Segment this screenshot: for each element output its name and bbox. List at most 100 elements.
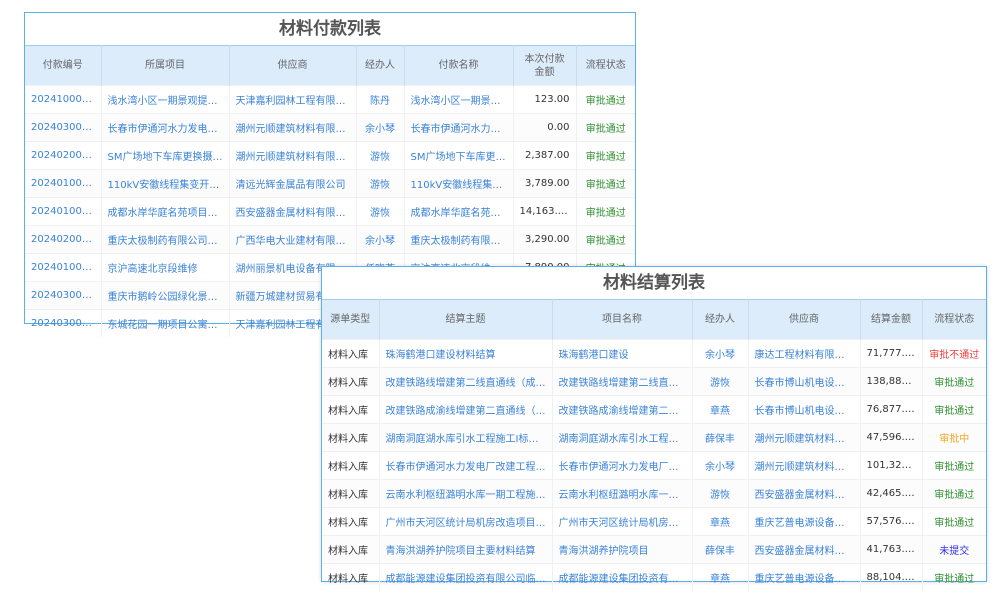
subject-link[interactable]: 湖南洞庭湖水库引水工程施工I标材料结算 [378, 423, 552, 452]
supplier-link[interactable]: 潮州元顺建筑材料有限公司 [747, 423, 860, 452]
payment-id-link[interactable]: 2024030005 [25, 281, 101, 310]
project-link[interactable]: 广州市天河区统计局机房改造项目 [551, 507, 692, 536]
subject-link[interactable]: 广州市天河区统计局机房改造项目材料结算 [378, 507, 552, 536]
col-amount[interactable]: 结算金额 [859, 299, 922, 340]
col-amount-line1: 本次付款 [524, 53, 565, 65]
payment-id-link[interactable]: 2024030006 [25, 309, 101, 337]
table-row[interactable]: 材料入库 云南水利枢纽潞明水库一期工程施工材料 云南水利枢纽潞明水库一期工程 游恢 西安… [322, 479, 986, 508]
status-badge: 审批通过 [921, 395, 986, 424]
col-payment-id[interactable]: 付款编号 [25, 45, 101, 86]
payment-id-link[interactable]: 2024010009 [25, 197, 101, 226]
col-supplier[interactable]: 供应商 [747, 299, 860, 340]
payment-name-link[interactable]: 成都水岸华庭名苑项目 [403, 197, 513, 226]
supplier-link[interactable]: 西安盛器金属材料有限公司 [228, 197, 356, 226]
source-type: 材料入库 [322, 395, 379, 424]
project-link[interactable]: 成都水岸华庭名苑项目工程 [100, 197, 229, 226]
col-status[interactable]: 流程状态 [921, 299, 986, 340]
project-link[interactable]: 京沪高速北京段维修 [100, 253, 229, 282]
handler: 游恢 [355, 197, 404, 226]
supplier-link[interactable]: 潮州元顺建筑材料有限公司 [747, 451, 860, 480]
subject-link[interactable]: 珠海鹤港口建设材料结算 [378, 339, 552, 368]
project-link[interactable]: 110kV安徽线程集变开断工程 [100, 169, 229, 198]
table-row[interactable]: 材料入库 珠海鹤港口建设材料结算 珠海鹤港口建设 余小琴 康达工程材料有限公司 71,77… [322, 339, 986, 368]
col-source-type[interactable]: 源单类型 [322, 299, 379, 340]
table-row[interactable]: 材料入库 湖南洞庭湖水库引水工程施工I标材料结算 湖南洞庭湖水库引水工程施工 薛保丰潮… [322, 423, 986, 452]
payment-id-link[interactable]: 2024010008 [25, 253, 101, 282]
subject-link[interactable]: 青海洪湖养护院项目主要材料结算 [378, 535, 552, 564]
handler: 余小琴 [691, 451, 748, 480]
col-handler[interactable]: 经办人 [355, 45, 404, 86]
table-row[interactable]: 2024020011 重庆太极制药有限公司厂房 广西华电大业建材有限公司 余小琴 重庆太… [25, 225, 635, 254]
project-link[interactable]: 改建铁路线增建第二线直通线 [551, 367, 692, 396]
handler: 游恢 [355, 169, 404, 198]
subject-link[interactable]: 改建铁路线增建第二线直通线（成都段） [378, 367, 552, 396]
project-link[interactable]: 长春市伊通河水力发电厂改建 [100, 113, 229, 142]
table-row[interactable]: 材料入库长春市伊通河水力发电厂改建工程材料结算长春市伊通河水力发电厂改建工程余小… [322, 451, 986, 480]
supplier-link[interactable]: 西安盛器金属材料有限公司 [747, 479, 860, 508]
col-handler[interactable]: 经办人 [691, 299, 748, 340]
supplier-link[interactable]: 广西华电大业建材有限公司 [228, 225, 356, 254]
project-link[interactable]: 重庆市鹅岭公园绿化景观工程 [100, 281, 229, 310]
status-badge: 审批通过 [575, 169, 635, 198]
project-link[interactable]: 浅水湾小区一期景观提升工程 [100, 85, 229, 114]
payment-id-link[interactable]: 2024030007 [25, 113, 101, 142]
table-row[interactable]: 2024010010 110kV安徽线程集变开断工程 清远光辉金属品有限公司 游恢 11… [25, 169, 635, 198]
project-link[interactable]: 重庆太极制药有限公司厂房 [100, 225, 229, 254]
supplier-link[interactable]: 潮州元顺建筑材料有限公司 [228, 141, 356, 170]
supplier-link[interactable]: 清远光辉金属品有限公司 [228, 169, 356, 198]
project-link[interactable]: 青海洪湖养护院项目 [551, 535, 692, 564]
table-row[interactable]: 材料入库改建铁路成渝线增建第二直通线（重庆段）改建铁路成渝线增建第二直通线章燕长… [322, 395, 986, 424]
supplier-link[interactable]: 潮州元顺建筑材料有限公司 [228, 113, 356, 142]
supplier-link[interactable]: 重庆艺普电源设备有限公司 [747, 563, 860, 591]
project-link[interactable]: 东城花园一期项目公寓楼工程 [100, 309, 229, 337]
project-link[interactable]: 成都能源建设集团投资有限公司 [551, 563, 692, 591]
supplier-link[interactable]: 重庆艺普电源设备有限公司 [747, 507, 860, 536]
status-badge: 未提交 [921, 535, 986, 564]
payment-name-link[interactable]: 重庆太极制药有限公司 [403, 225, 513, 254]
table-row[interactable]: 材料入库 改建铁路线增建第二线直通线（成都段） 改建铁路线增建第二线直通线 游恢 长春市… [322, 367, 986, 396]
col-project[interactable]: 所属项目 [100, 45, 229, 86]
payment-name-link[interactable]: 长春市伊通河水力发电厂 [403, 113, 513, 142]
project-link[interactable]: 云南水利枢纽潞明水库一期工程 [551, 479, 692, 508]
project-link[interactable]: 改建铁路成渝线增建第二直通线 [551, 395, 692, 424]
payment-id-link[interactable]: 2024020011 [25, 225, 101, 254]
subject-link[interactable]: 改建铁路成渝线增建第二直通线（重庆段） [378, 395, 552, 424]
source-type: 材料入库 [322, 339, 379, 368]
table-row[interactable]: 2024030007 长春市伊通河水力发电厂改建 潮州元顺建筑材料有限公司 余小琴 长春… [25, 113, 635, 142]
supplier-link[interactable]: 长春市博山机电设备有限公司 [747, 395, 860, 424]
supplier-link[interactable]: 天津嘉利园林工程有限公司 [228, 85, 356, 114]
supplier-link[interactable]: 西安盛器金属材料有限公司 [747, 535, 860, 564]
payment-name-link[interactable]: SM广场地下车库更换摄像头 [403, 141, 513, 170]
subject-link[interactable]: 长春市伊通河水力发电厂改建工程材料结算 [378, 451, 552, 480]
project-link[interactable]: 长春市伊通河水力发电厂改建工程 [551, 451, 692, 480]
col-payment-name[interactable]: 付款名称 [403, 45, 513, 86]
amount: 3,290.00 [512, 225, 576, 254]
table-row[interactable]: 2024020012 SM广场地下车库更换摄像头 潮州元顺建筑材料有限公司 游恢 SM广… [25, 141, 635, 170]
table-row[interactable]: 材料入库 成都能源建设集团投资有限公司临时工程 成都能源建设集团投资有限公司 章燕 重庆… [322, 563, 986, 591]
table-row[interactable]: 2024100001 浅水湾小区一期景观提升工程 天津嘉利园林工程有限公司 陈丹 浅水湾… [25, 85, 635, 114]
amount: 42,465.00 [859, 479, 922, 508]
handler: 章燕 [691, 563, 748, 591]
project-link[interactable]: 珠海鹤港口建设 [551, 339, 692, 368]
table-row[interactable]: 2024010009 成都水岸华庭名苑项目工程 西安盛器金属材料有限公司 游恢 成都水岸… [25, 197, 635, 226]
col-amount[interactable]: 本次付款 金额 [512, 45, 576, 86]
col-subject[interactable]: 结算主题 [378, 299, 552, 340]
payment-id-link[interactable]: 2024100001 [25, 85, 101, 114]
payment-id-link[interactable]: 2024010010 [25, 169, 101, 198]
payment-name-link[interactable]: 110kV安徽线程集变开断 [403, 169, 513, 198]
payment-name-link[interactable]: 浅水湾小区一期景观提升 [403, 85, 513, 114]
col-status[interactable]: 流程状态 [575, 45, 635, 86]
col-supplier[interactable]: 供应商 [228, 45, 356, 86]
amount: 41,763.00 [859, 535, 922, 564]
supplier-link[interactable]: 康达工程材料有限公司 [747, 339, 860, 368]
subject-link[interactable]: 成都能源建设集团投资有限公司临时工程 [378, 563, 552, 591]
project-link[interactable]: SM广场地下车库更换摄像头 [100, 141, 229, 170]
project-link[interactable]: 湖南洞庭湖水库引水工程施工 [551, 423, 692, 452]
source-type: 材料入库 [322, 563, 379, 591]
subject-link[interactable]: 云南水利枢纽潞明水库一期工程施工材料 [378, 479, 552, 508]
table-row[interactable]: 材料入库广州市天河区统计局机房改造项目材料结算广州市天河区统计局机房改造项目章燕… [322, 507, 986, 536]
supplier-link[interactable]: 长春市博山机电设备有限公司 [747, 367, 860, 396]
table-row[interactable]: 材料入库 青海洪湖养护院项目主要材料结算 青海洪湖养护院项目 薛保丰 西安盛器金属材料有… [322, 535, 986, 564]
payment-id-link[interactable]: 2024020012 [25, 141, 101, 170]
col-project[interactable]: 项目名称 [551, 299, 692, 340]
